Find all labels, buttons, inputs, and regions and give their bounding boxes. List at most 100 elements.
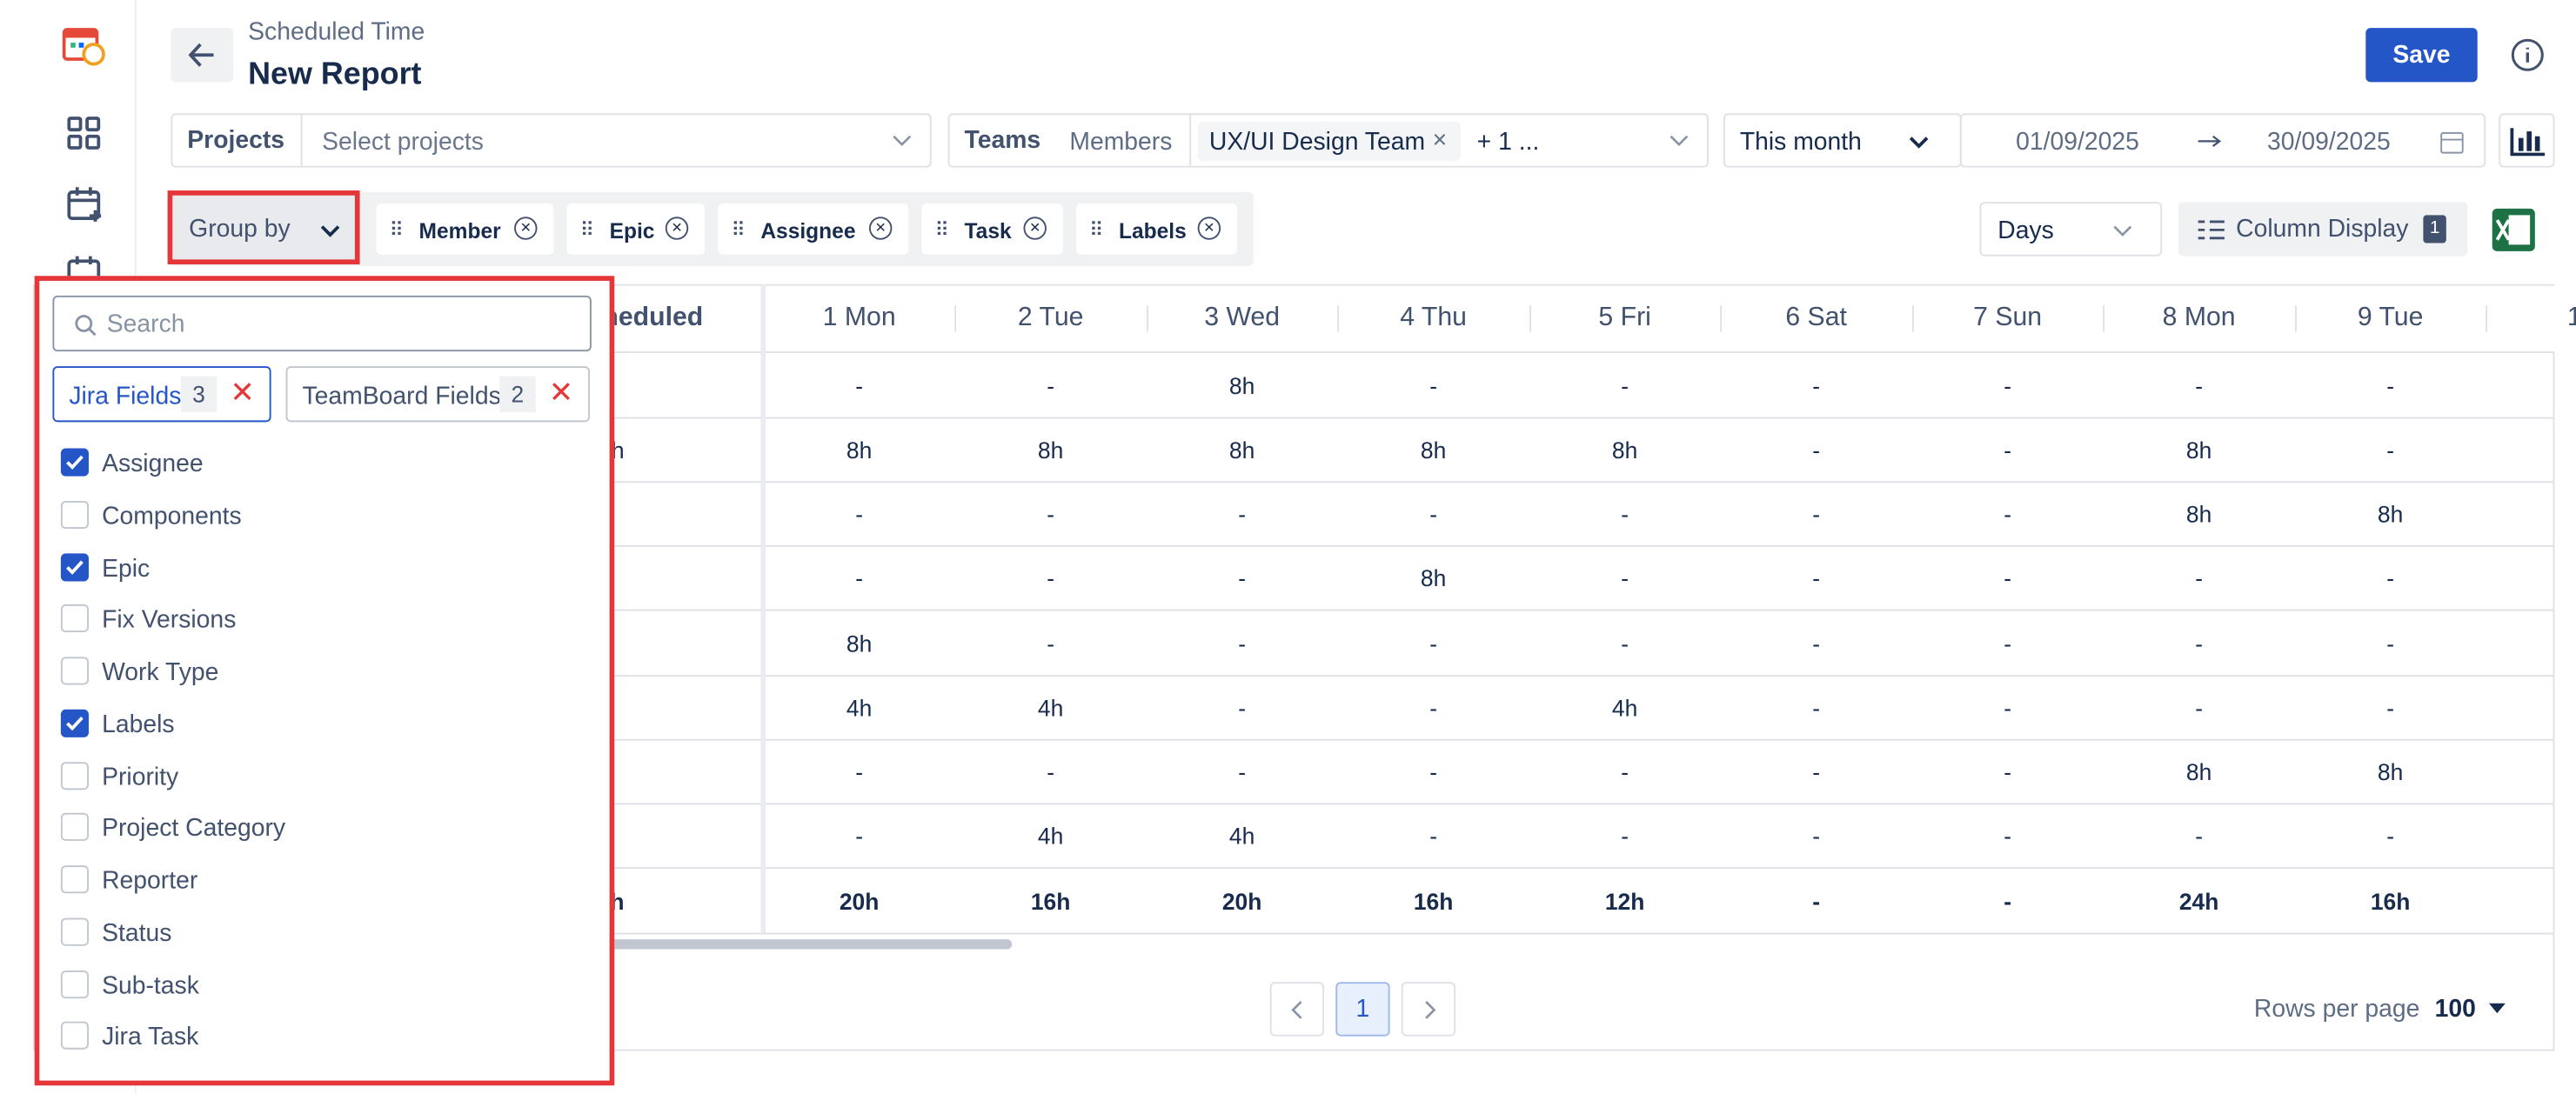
group-chip[interactable]: ⠿ Assignee × <box>718 203 909 255</box>
cell: 8h <box>846 437 873 464</box>
option-label[interactable]: Jira Task <box>102 1023 199 1052</box>
columns-icon <box>2198 220 2225 240</box>
column-header: 1 Mon <box>822 304 896 332</box>
cell: 8h <box>2185 500 2212 528</box>
checkbox[interactable] <box>60 970 89 998</box>
chip-remove[interactable]: × <box>868 217 893 240</box>
projects-label: Projects <box>187 126 285 155</box>
cell: - <box>855 564 864 591</box>
cell: 4h <box>1228 823 1255 850</box>
nav-dashboard[interactable] <box>66 115 103 151</box>
tab-count: 3 <box>180 376 217 412</box>
option-label[interactable]: Components <box>102 502 242 530</box>
option-label[interactable]: Status <box>102 919 172 948</box>
date-range[interactable]: 01/09/2025 30/09/2025 <box>1959 113 2486 168</box>
chip-remove[interactable]: × <box>1023 217 1047 240</box>
cell: - <box>1047 372 1055 399</box>
group-chip[interactable]: ⠿ Task × <box>921 203 1063 255</box>
members-label[interactable]: Members <box>1069 128 1173 157</box>
cell: - <box>1812 437 1821 464</box>
next-page[interactable] <box>1401 982 1456 1037</box>
option-label[interactable]: Priority <box>102 763 179 791</box>
nav-calendar[interactable] <box>66 255 105 278</box>
group-chip[interactable]: ⠿ Labels × <box>1075 203 1237 255</box>
option-label[interactable]: Sub-task <box>102 971 199 1000</box>
option-label[interactable]: Reporter <box>102 867 198 896</box>
excel-export[interactable] <box>2489 205 2539 255</box>
projects-filter[interactable]: Projects Select projects <box>171 113 932 168</box>
column-display-button[interactable]: Column Display 1 <box>2178 202 2468 257</box>
cell: - <box>1429 372 1438 399</box>
tab-clear[interactable]: ✕ <box>230 376 255 410</box>
cell: 8h <box>846 630 873 657</box>
checkbox[interactable] <box>60 813 89 842</box>
scrollbar[interactable] <box>607 939 1013 950</box>
cell: 4h <box>846 694 873 722</box>
tab-label: TeamBoard Fields <box>302 382 501 411</box>
breadcrumb: Scheduled Time <box>248 17 425 46</box>
cell: - <box>855 758 864 785</box>
checkbox[interactable] <box>60 709 89 737</box>
group-by-button[interactable]: Group by <box>167 190 360 265</box>
checkbox[interactable] <box>60 552 89 581</box>
cell: - <box>2004 630 2012 657</box>
teams-filter[interactable]: Teams Members UX/UI Design Team × + 1 ..… <box>947 113 1709 168</box>
field-tab[interactable]: TeamBoard Fields 2 ✕ <box>285 366 590 423</box>
checkbox[interactable] <box>60 604 89 633</box>
column-header: 4 Thu <box>1400 304 1467 332</box>
checkbox[interactable] <box>60 761 89 790</box>
cell: - <box>2195 564 2204 591</box>
cell: - <box>2195 694 2204 722</box>
nav-add-schedule[interactable] <box>66 185 105 224</box>
cell: - <box>2195 372 2204 399</box>
column-header: 10 <box>2567 304 2576 333</box>
option-label[interactable]: Epic <box>102 554 151 583</box>
column-display: Column Display <box>2236 215 2409 243</box>
chip-remove[interactable]: × <box>1197 217 1221 240</box>
row-line <box>34 932 2555 935</box>
cell: - <box>1429 694 1438 722</box>
cell: - <box>1238 500 1247 528</box>
prev-page[interactable] <box>1269 982 1325 1037</box>
checkbox[interactable] <box>60 448 89 477</box>
option-label[interactable]: Assignee <box>102 450 204 478</box>
period-select[interactable]: This month <box>1723 113 1962 168</box>
cell: - <box>1621 823 1629 850</box>
chip-remove[interactable]: × <box>665 217 689 240</box>
checkbox[interactable] <box>60 1022 89 1051</box>
drag-handle: ⠿ <box>731 218 746 242</box>
option-label[interactable]: Labels <box>102 710 175 739</box>
checkbox[interactable] <box>60 657 89 685</box>
checkbox[interactable] <box>60 500 89 529</box>
option-label[interactable]: Fix Versions <box>102 606 237 635</box>
tab-clear[interactable]: ✕ <box>548 376 574 410</box>
chip-remove[interactable]: × <box>514 217 538 240</box>
column-count: 1 <box>2423 215 2446 243</box>
row-line <box>34 803 2555 805</box>
search-input[interactable]: Search <box>52 295 592 352</box>
date-to: 30/09/2025 <box>2266 128 2391 157</box>
rows-per-page[interactable]: 100 <box>2434 995 2476 1024</box>
page-button[interactable]: 1 <box>1335 982 1390 1037</box>
total-cell: 16h <box>1030 888 1071 915</box>
drag-handle: ⠿ <box>579 218 595 242</box>
chart-view-button[interactable] <box>2499 113 2555 168</box>
group-chip[interactable]: ⠿ Epic × <box>566 203 706 255</box>
save-button[interactable]: Save <box>2365 28 2478 83</box>
cell: - <box>2004 694 2012 722</box>
checkbox[interactable] <box>60 917 89 946</box>
table-container <box>32 284 2555 1051</box>
checkbox[interactable] <box>60 865 89 894</box>
info-icon[interactable] <box>2510 37 2545 72</box>
days: Days <box>1997 217 2054 245</box>
option-label[interactable]: Project Category <box>102 815 286 844</box>
group-chip[interactable]: ⠿ Member × <box>376 203 554 255</box>
field-tab[interactable]: Jira Fields 3 ✕ <box>52 366 271 423</box>
group-by-label: Group by <box>189 215 291 243</box>
search-icon <box>75 315 97 337</box>
page-title: New Report <box>248 57 422 92</box>
option-label[interactable]: Work Type <box>102 658 219 687</box>
chip-remove[interactable]: × <box>1432 126 1448 155</box>
back-button[interactable] <box>171 28 234 83</box>
days-select[interactable]: Days <box>1979 202 2163 257</box>
